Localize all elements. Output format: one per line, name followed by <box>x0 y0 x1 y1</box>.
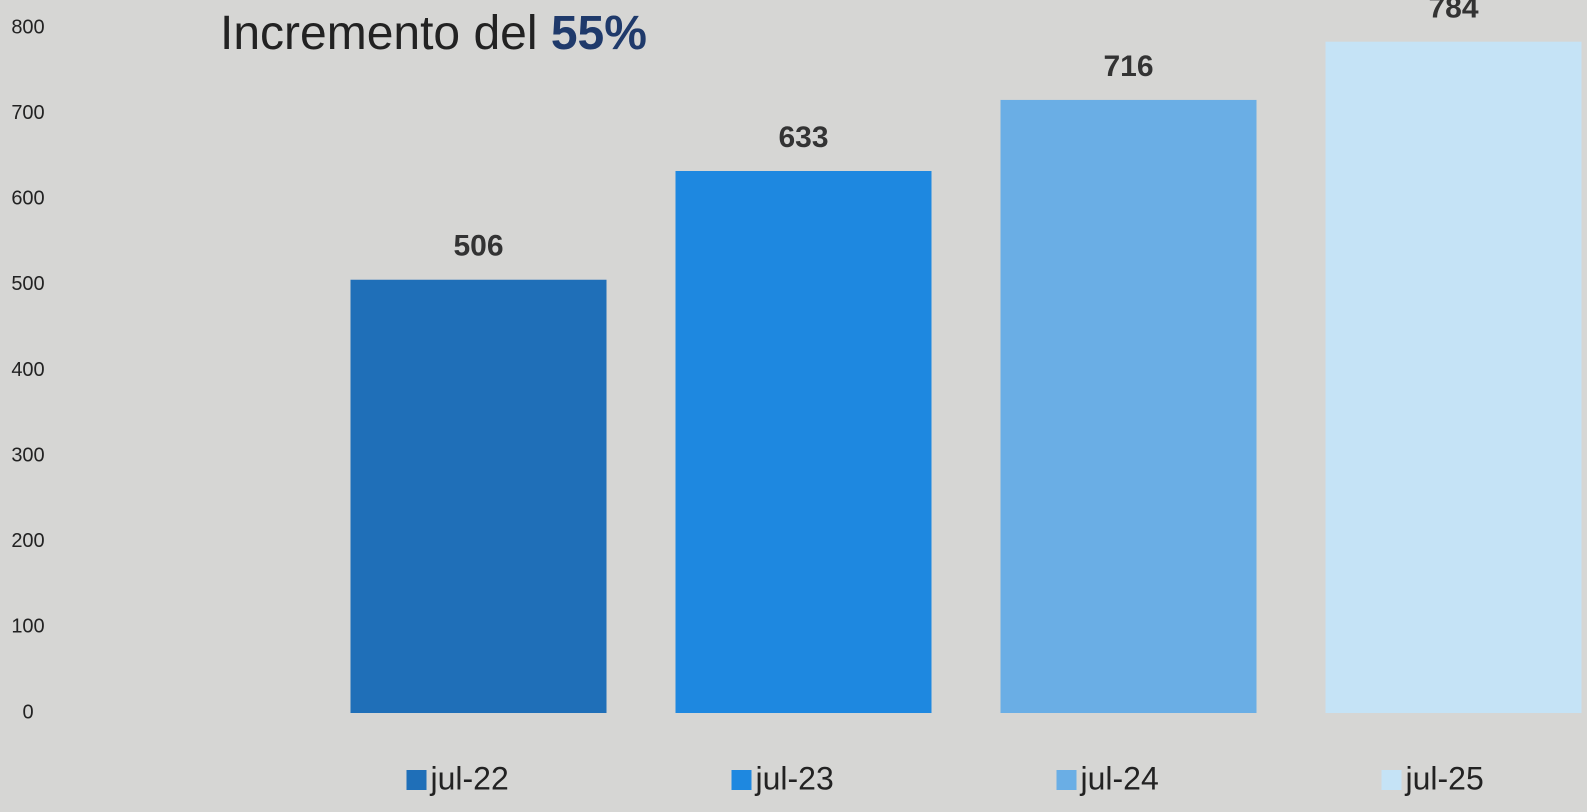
bar <box>350 279 607 713</box>
bar <box>1325 41 1582 713</box>
legend-swatch <box>1056 770 1077 790</box>
legend-label: jul-25 <box>1405 760 1484 796</box>
y-tick-label: 700 <box>11 102 44 124</box>
chart-title: Incremento del 55% <box>220 7 647 60</box>
legend-label: jul-23 <box>755 760 834 796</box>
y-tick-label: 500 <box>11 273 44 295</box>
legend-label: jul-24 <box>1080 760 1159 796</box>
legend-swatch <box>406 770 427 790</box>
value-label: 633 <box>778 121 828 154</box>
legend-swatch <box>1381 770 1402 790</box>
chart-title-text: Incremento del <box>220 7 538 60</box>
y-tick-label: 800 <box>11 16 44 38</box>
value-label: 506 <box>453 230 503 263</box>
chart-title-highlight: 55% <box>551 7 647 60</box>
bar <box>675 170 932 713</box>
value-label: 716 <box>1103 50 1153 83</box>
legend-label: jul-22 <box>430 760 509 796</box>
y-tick-label: 0 <box>22 701 33 723</box>
y-tick-label: 600 <box>11 188 44 210</box>
bar <box>1000 99 1257 714</box>
legend-swatch <box>731 770 752 790</box>
y-tick-label: 400 <box>11 359 44 381</box>
y-tick-label: 200 <box>11 530 44 552</box>
value-label: 784 <box>1428 0 1478 25</box>
y-tick-label: 100 <box>11 616 44 638</box>
y-tick-label: 300 <box>11 444 44 466</box>
